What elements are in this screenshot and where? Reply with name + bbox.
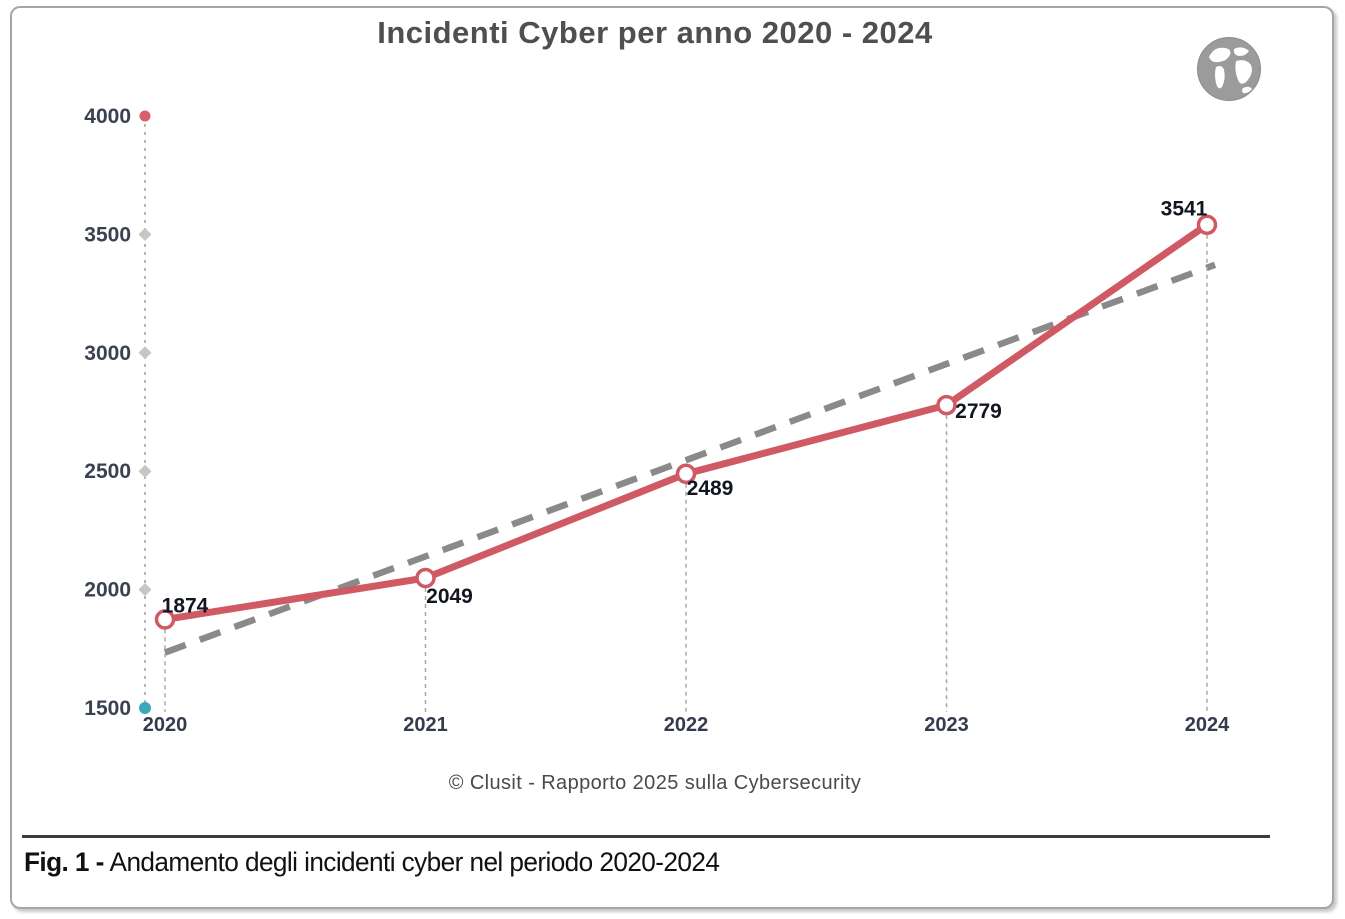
y-axis-bottom-dot (139, 702, 151, 714)
y-axis-tick-diamond (138, 464, 152, 478)
value-label: 1874 (162, 594, 209, 617)
y-axis-tick-diamond (138, 346, 152, 360)
y-axis-tick-diamond (138, 227, 152, 241)
x-tick-label: 2024 (1185, 714, 1230, 736)
x-tick-label: 2023 (924, 714, 969, 736)
y-tick-label: 2500 (84, 460, 131, 483)
data-point-marker (415, 567, 436, 589)
x-tick-label: 2021 (403, 714, 448, 736)
y-axis-tick-diamond (138, 583, 152, 597)
y-tick-label: 3000 (84, 342, 131, 365)
value-label: 2049 (426, 585, 473, 608)
figure-caption: Fig. 1 - Andamento degli incidenti cyber … (24, 847, 720, 878)
trend-line (163, 261, 1217, 656)
y-tick-label: 4000 (84, 105, 131, 128)
chart-card (10, 6, 1334, 909)
data-point-marker (1196, 214, 1218, 235)
y-axis-top-dot (139, 110, 151, 122)
x-tick-label: 2020 (143, 714, 188, 736)
figure-text: Andamento degli incidenti cyber nel peri… (109, 847, 720, 877)
source-caption: © Clusit - Rapporto 2025 sulla Cybersecu… (448, 772, 862, 794)
value-label: 3541 (1161, 198, 1208, 221)
value-label: 2779 (955, 400, 1002, 423)
data-point-marker (936, 394, 957, 416)
data-point-marker (675, 463, 697, 485)
series-line (164, 221, 1209, 623)
globe-icon (1197, 37, 1261, 101)
x-tick-label: 2022 (664, 714, 709, 736)
y-tick-label: 2000 (84, 579, 131, 602)
data-point-marker (154, 609, 176, 630)
chart-title: Incidenti Cyber per anno 2020 - 2024 (377, 15, 933, 50)
y-tick-label: 3500 (84, 223, 131, 246)
value-label: 2489 (687, 477, 734, 500)
caption-divider (22, 835, 1270, 838)
figure-label: Fig. 1 - (24, 847, 104, 877)
y-tick-label: 1500 (84, 697, 131, 720)
